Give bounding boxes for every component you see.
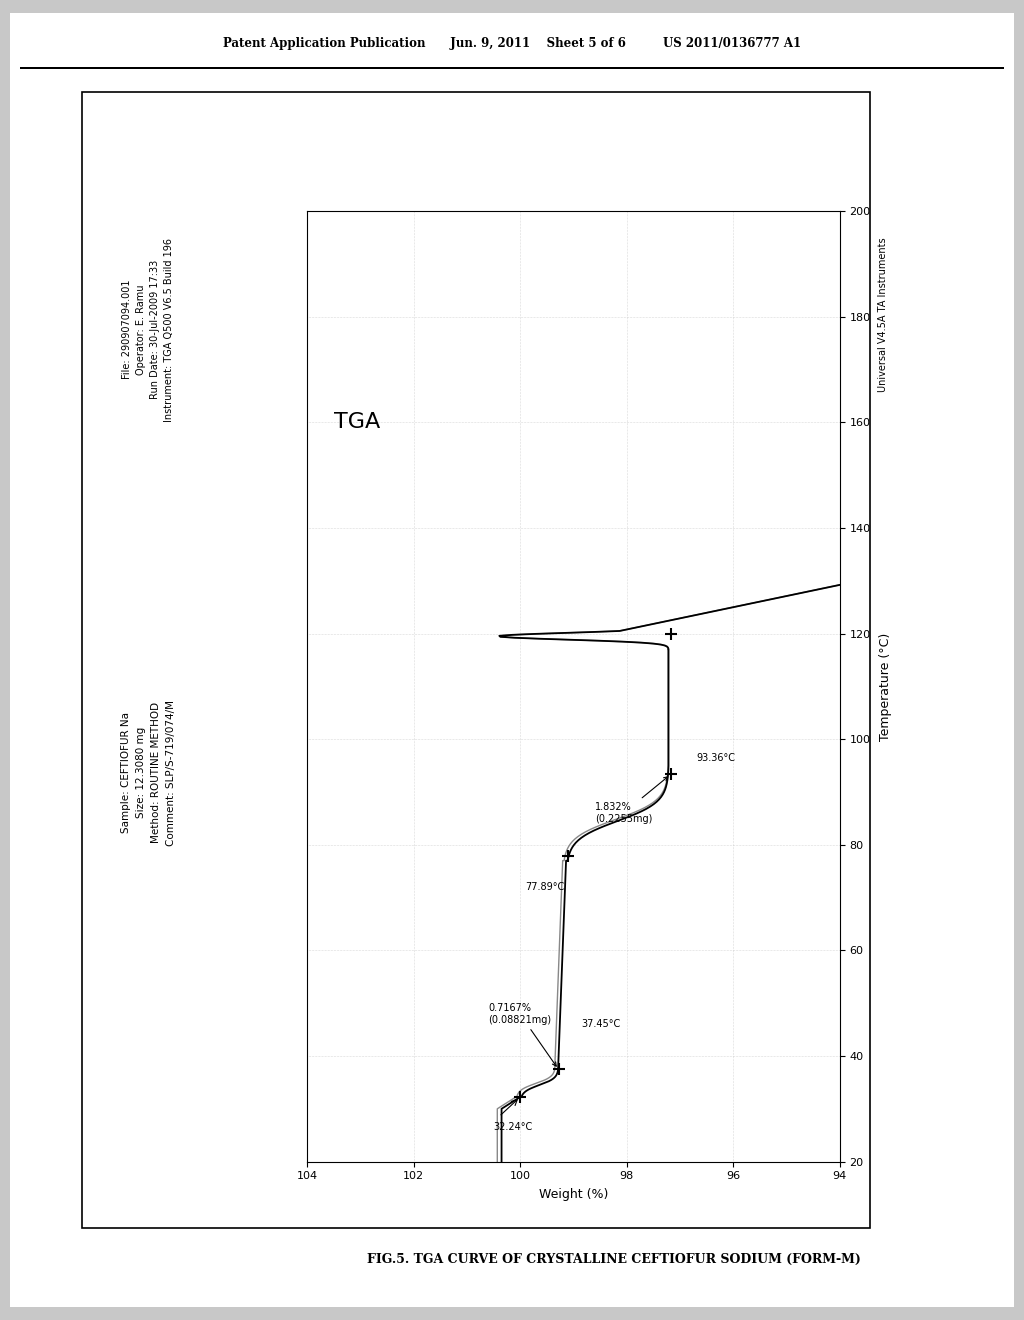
Text: 93.36°C: 93.36°C [696, 752, 735, 763]
Text: 32.24°C: 32.24°C [494, 1122, 532, 1133]
Text: TGA: TGA [334, 412, 380, 432]
Text: 0.7167%
(0.08821mg): 0.7167% (0.08821mg) [488, 1003, 556, 1067]
Text: Sample: CEFTIOFUR Na
Size: 12.3080 mg
Method: ROUTINE METHOD
Comment: SLP/S-719/: Sample: CEFTIOFUR Na Size: 12.3080 mg Me… [121, 700, 176, 846]
Text: Universal V4.5A TA Instruments: Universal V4.5A TA Instruments [878, 238, 888, 392]
Text: Patent Application Publication      Jun. 9, 2011    Sheet 5 of 6         US 2011: Patent Application Publication Jun. 9, 2… [223, 37, 801, 50]
Text: FIG.5. TGA CURVE OF CRYSTALLINE CEFTIOFUR SODIUM (FORM-M): FIG.5. TGA CURVE OF CRYSTALLINE CEFTIOFU… [368, 1253, 861, 1266]
Text: 1.832%
(0.2255mg): 1.832% (0.2255mg) [595, 776, 668, 824]
Text: 77.89°C: 77.89°C [525, 882, 565, 892]
Y-axis label: Temperature (°C): Temperature (°C) [879, 632, 892, 741]
Text: 37.45°C: 37.45°C [582, 1019, 621, 1030]
Text: File: 290907094.001
Operator: E. Ramu
Run Date: 30-Jul-2009 17:33
Instrument: TG: File: 290907094.001 Operator: E. Ramu Ru… [123, 238, 174, 421]
X-axis label: Weight (%): Weight (%) [539, 1188, 608, 1201]
